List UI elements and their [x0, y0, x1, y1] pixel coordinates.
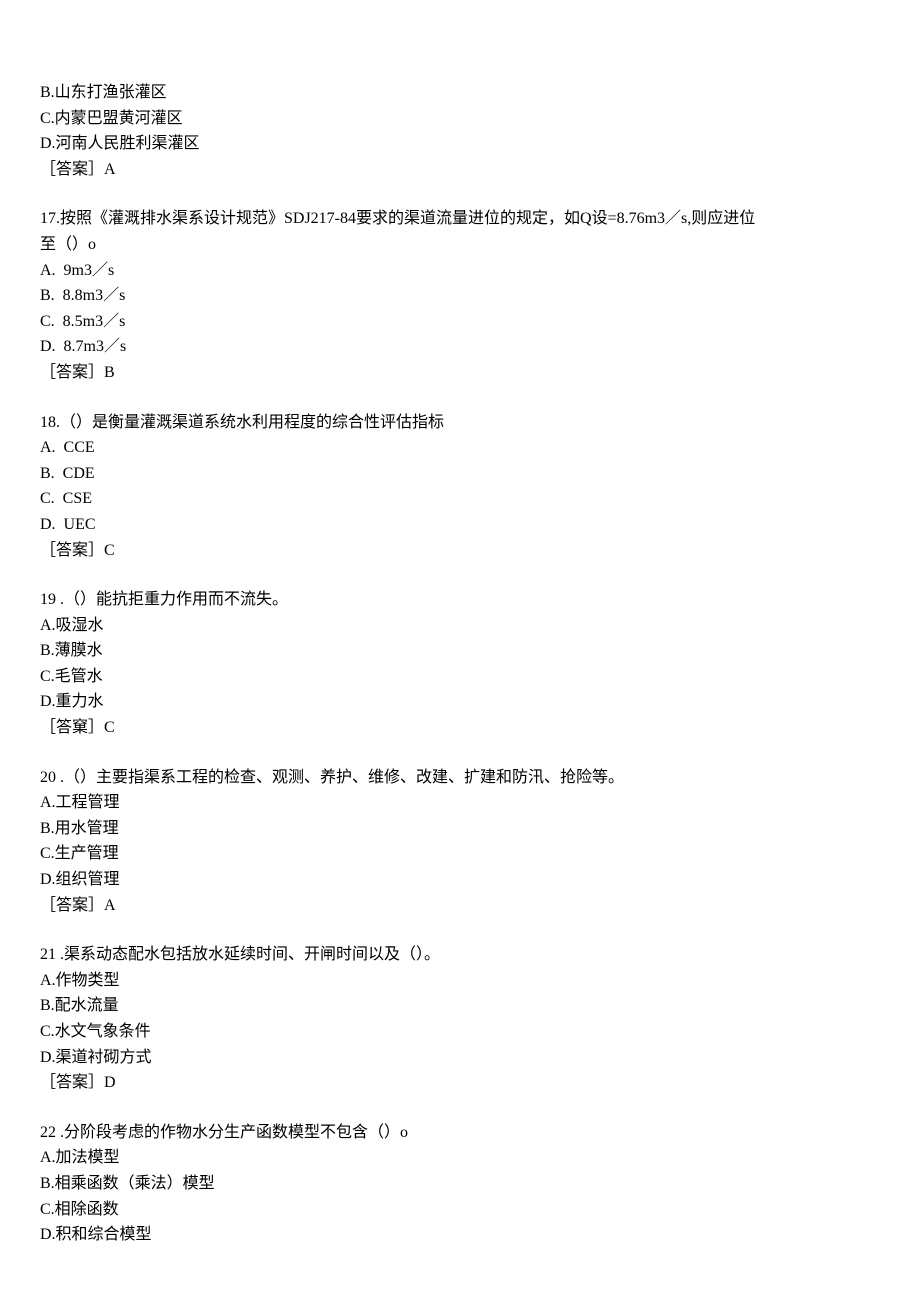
answer-label: ［答案］C	[40, 538, 880, 564]
option-d: D.重力水	[40, 689, 880, 715]
question-text: 21 .渠系动态配水包括放水延续时间、开闸时间以及（）。	[40, 942, 880, 968]
option-d: D. 8.7m3／s	[40, 334, 880, 360]
option-c: C.内蒙巴盟黄河灌区	[40, 106, 880, 132]
option-b: B.用水管理	[40, 816, 880, 842]
option-b: B. 8.8m3／s	[40, 283, 880, 309]
option-d: D.组织管理	[40, 867, 880, 893]
question-text: 20 .（）主要指渠系工程的检查、观测、养护、维修、改建、扩建和防汛、抢险等。	[40, 765, 880, 791]
question-text-line2: 至（）o	[40, 232, 880, 258]
option-d: D.河南人民胜利渠灌区	[40, 131, 880, 157]
option-c: C.毛管水	[40, 664, 880, 690]
question-18: 18.（）是衡量灌溉渠道系统水利用程度的综合性评估指标 A. CCE B. CD…	[40, 410, 880, 564]
option-b: B.山东打渔张灌区	[40, 80, 880, 106]
question-text: 22 .分阶段考虑的作物水分生产函数模型不包含（）o	[40, 1120, 880, 1146]
option-b: B.配水流量	[40, 993, 880, 1019]
question-text-line1: 17.按照《灌溉排水渠系设计规范》SDJ217-84要求的渠道流量进位的规定，如…	[40, 206, 880, 232]
answer-label: ［答窠］C	[40, 715, 880, 741]
option-d: D.渠道衬砌方式	[40, 1045, 880, 1071]
question-text: 19 .（）能抗拒重力作用而不流失。	[40, 587, 880, 613]
option-c: C.相除函数	[40, 1197, 880, 1223]
option-b: B.薄膜水	[40, 638, 880, 664]
answer-label: ［答案］A	[40, 157, 880, 183]
question-21: 21 .渠系动态配水包括放水延续时间、开闸时间以及（）。 A.作物类型 B.配水…	[40, 942, 880, 1096]
question-text: 18.（）是衡量灌溉渠道系统水利用程度的综合性评估指标	[40, 410, 880, 436]
option-a: A. CCE	[40, 435, 880, 461]
question-16-partial: B.山东打渔张灌区 C.内蒙巴盟黄河灌区 D.河南人民胜利渠灌区 ［答案］A	[40, 80, 880, 182]
answer-label: ［答案］A	[40, 893, 880, 919]
option-d: D. UEC	[40, 512, 880, 538]
question-20: 20 .（）主要指渠系工程的检查、观测、养护、维修、改建、扩建和防汛、抢险等。 …	[40, 765, 880, 919]
question-17: 17.按照《灌溉排水渠系设计规范》SDJ217-84要求的渠道流量进位的规定，如…	[40, 206, 880, 385]
option-d: D.积和综合模型	[40, 1222, 880, 1248]
option-c: C.水文气象条件	[40, 1019, 880, 1045]
option-a: A.加法模型	[40, 1145, 880, 1171]
question-22: 22 .分阶段考虑的作物水分生产函数模型不包含（）o A.加法模型 B.相乘函数…	[40, 1120, 880, 1248]
answer-label: ［答案］D	[40, 1070, 880, 1096]
option-a: A. 9m3／s	[40, 258, 880, 284]
question-19: 19 .（）能抗拒重力作用而不流失。 A.吸湿水 B.薄膜水 C.毛管水 D.重…	[40, 587, 880, 741]
option-a: A.作物类型	[40, 968, 880, 994]
option-b: B.相乘函数（乘法）模型	[40, 1171, 880, 1197]
option-c: C. CSE	[40, 486, 880, 512]
option-b: B. CDE	[40, 461, 880, 487]
option-a: A.工程管理	[40, 790, 880, 816]
option-a: A.吸湿水	[40, 613, 880, 639]
option-c: C.生产管理	[40, 841, 880, 867]
answer-label: ［答案］B	[40, 360, 880, 386]
option-c: C. 8.5m3／s	[40, 309, 880, 335]
